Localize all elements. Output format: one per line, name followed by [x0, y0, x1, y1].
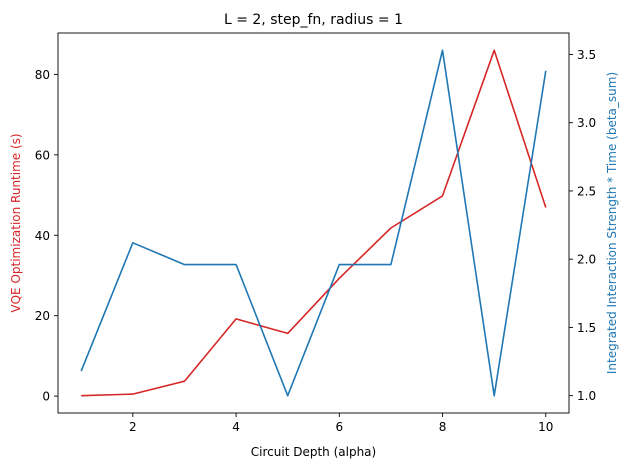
series-line-left	[81, 49, 547, 397]
x-axis-label: Circuit Depth (alpha)	[251, 445, 376, 459]
right-y-tick-label: 1.5	[577, 321, 596, 335]
plot-frame	[57, 32, 570, 414]
right-y-tick-label: 3.0	[577, 116, 596, 130]
right-y-axis-label: Integrated Interaction Strength * Time (…	[605, 72, 619, 374]
x-tick-label: 6	[335, 420, 343, 434]
left-y-tick-label: 80	[35, 68, 50, 82]
left-y-tick-label: 40	[35, 229, 50, 243]
left-y-tick-label: 0	[42, 390, 50, 404]
series-line-right	[80, 49, 547, 397]
plot-area: 2 4 6 8 10 0 20 40 60 80 1.0 1.5 2.0 2.5 3.0 3.5	[35, 32, 596, 434]
left-y-axis-label: VQE Optimization Runtime (s)	[9, 133, 23, 312]
left-y-tick-label: 20	[35, 309, 50, 323]
x-tick-label: 2	[129, 420, 137, 434]
right-y-tick-label: 1.0	[577, 389, 596, 403]
x-tick-label: 10	[538, 420, 553, 434]
right-y-tick-label: 3.5	[577, 48, 596, 62]
x-tick-label: 4	[232, 420, 240, 434]
right-y-tick-label: 2.5	[577, 184, 596, 198]
x-tick-label: 8	[439, 420, 447, 434]
chart-title: L = 2, step_fn, radius = 1	[224, 12, 403, 28]
left-y-tick-label: 60	[35, 148, 50, 162]
right-y-tick-label: 2.0	[577, 253, 596, 267]
